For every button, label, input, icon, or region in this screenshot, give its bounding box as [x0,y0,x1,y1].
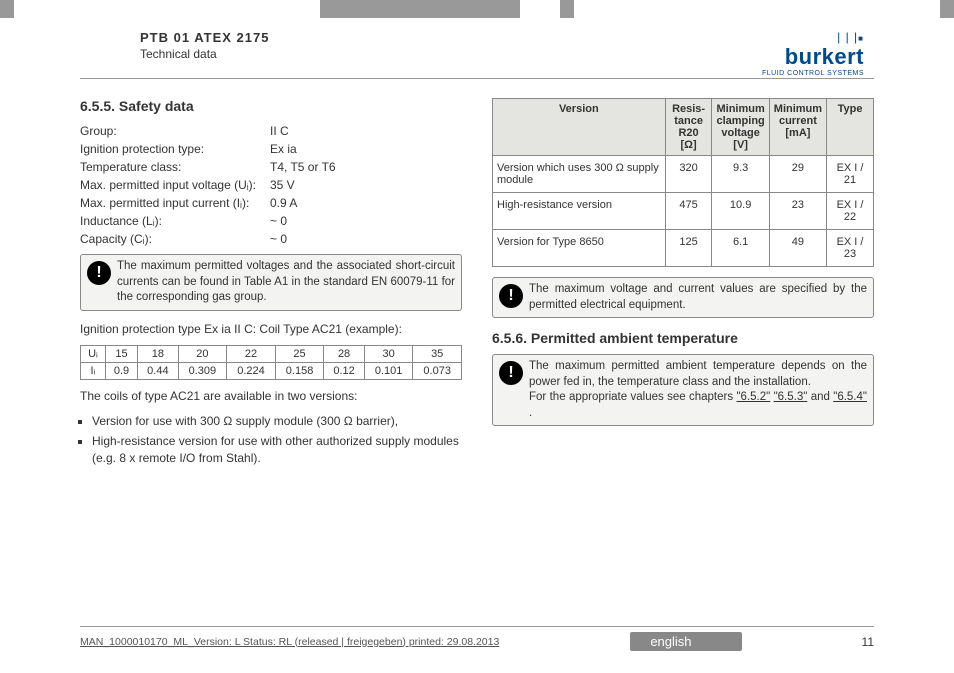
table-cell: 125 [665,230,712,267]
page-footer: MAN_1000010170_ML_Version: L Status: RL … [80,632,874,651]
table-cell: 320 [665,156,712,193]
doc-subtitle: Technical data [140,47,269,61]
header-rule [80,78,874,79]
spec-value: Ex ia [270,140,297,158]
table-cell: 0.309 [178,363,227,380]
spec-label: Inductance (Lᵢ): [80,212,270,230]
left-column: 6.5.5. Safety data Group:II CIgnition pr… [80,98,462,613]
table-cell: High-resistance version [493,193,666,230]
list-item: Version for use with 300 Ω supply module… [92,413,462,429]
note-box-1: ! The maximum permitted voltages and the… [80,254,462,311]
spec-value: 35 V [270,176,295,194]
spec-row: Max. permitted input current (Iᵢ):0.9 A [80,194,462,212]
table-cell: 6.1 [712,230,769,267]
table-header: Minimumclampingvoltage[V] [712,99,769,156]
table-cell: 20 [178,346,227,363]
table-cell: 35 [413,346,462,363]
table-row-label: Uᵢ [81,346,106,363]
table-row: High-resistance version47510.923EX I / 2… [493,193,874,230]
section-heading-safety: 6.5.5. Safety data [80,98,462,114]
note-text-2: The maximum voltage and current values a… [529,282,867,313]
spec-value: 0.9 A [270,194,297,212]
table-cell: 15 [105,346,137,363]
page-number: 11 [862,635,874,649]
chapter-link[interactable]: "6.5.3" [774,391,808,403]
warning-icon: ! [87,261,111,285]
note-text-3: The maximum permitted ambient temperatur… [529,359,867,421]
table-cell: 0.224 [227,363,276,380]
table-cell: 475 [665,193,712,230]
table-row: Version which uses 300 Ω supply module32… [493,156,874,193]
top-tab-bars [0,0,954,18]
table-cell: 25 [275,346,324,363]
spec-value: ~ 0 [270,212,287,230]
table-cell: Version which uses 300 Ω supply module [493,156,666,193]
spec-value: T4, T5 or T6 [270,158,336,176]
table-cell: 10.9 [712,193,769,230]
table-cell: 0.9 [105,363,137,380]
section-heading-ambient: 6.5.6. Permitted ambient temperature [492,330,874,346]
spec-label: Group: [80,122,270,140]
spec-label: Capacity (Cᵢ): [80,230,270,248]
table-cell: 9.3 [712,156,769,193]
table-cell: 30 [364,346,413,363]
coil-table: Uᵢ1518202225283035Iᵢ0.90.440.3090.2240.1… [80,345,462,380]
table-cell: 0.44 [138,363,178,380]
table-cell: 23 [769,193,826,230]
brand-logo: | | |■ burkert FLUID CONTROL SYSTEMS [762,30,864,77]
note-box-3: ! The maximum permitted ambient temperat… [492,354,874,426]
spec-label: Max. permitted input current (Iᵢ): [80,194,270,212]
spec-label: Temperature class: [80,158,270,176]
note-text-1: The maximum permitted voltages and the a… [117,259,455,306]
language-pill: english [630,632,741,651]
spec-row: Ignition protection type:Ex ia [80,140,462,158]
spec-row: Inductance (Lᵢ):~ 0 [80,212,462,230]
table-row: Version for Type 86501256.149EX I / 23 [493,230,874,267]
versions-list: Version for use with 300 Ω supply module… [92,413,462,466]
spec-row: Capacity (Cᵢ):~ 0 [80,230,462,248]
list-item: High-resistance version for use with oth… [92,433,462,465]
table-cell: EX I / 23 [827,230,874,267]
table-cell: 0.101 [364,363,413,380]
table-cell: 0.12 [324,363,364,380]
spec-row: Group:II C [80,122,462,140]
spec-list: Group:II CIgnition protection type:Ex ia… [80,122,462,248]
table-cell: 0.158 [275,363,324,380]
spec-value: II C [270,122,289,140]
table-cell: 49 [769,230,826,267]
note-box-2: ! The maximum voltage and current values… [492,277,874,318]
doc-title: PTB 01 ATEX 2175 [140,30,269,45]
ignition-para: Ignition protection type Ex ia II C: Coi… [80,321,462,338]
content-area: 6.5.5. Safety data Group:II CIgnition pr… [80,98,874,613]
spec-row: Temperature class:T4, T5 or T6 [80,158,462,176]
warning-icon: ! [499,361,523,385]
table-cell: 22 [227,346,276,363]
footer-meta: MAN_1000010170_ML_Version: L Status: RL … [80,636,499,648]
right-column: VersionResis-tanceR20 [Ω]Minimumclamping… [492,98,874,613]
table-header: Minimumcurrent[mA] [769,99,826,156]
table-cell: 29 [769,156,826,193]
spec-row: Max. permitted input voltage (Uᵢ):35 V [80,176,462,194]
spec-label: Max. permitted input voltage (Uᵢ): [80,176,270,194]
versions-intro: The coils of type AC21 are available in … [80,388,462,405]
chapter-link[interactable]: "6.5.2" [736,391,770,403]
table-cell: 28 [324,346,364,363]
table-row-label: Iᵢ [81,363,106,380]
footer-rule [80,626,874,627]
table-cell: EX I / 22 [827,193,874,230]
table-cell: 18 [138,346,178,363]
page-header: PTB 01 ATEX 2175 Technical data | | |■ b… [140,30,864,77]
spec-value: ~ 0 [270,230,287,248]
table-header: Type [827,99,874,156]
chapter-link[interactable]: "6.5.4" [833,391,867,403]
warning-icon: ! [499,284,523,308]
versions-table: VersionResis-tanceR20 [Ω]Minimumclamping… [492,98,874,267]
table-cell: EX I / 21 [827,156,874,193]
spec-label: Ignition protection type: [80,140,270,158]
table-cell: 0.073 [413,363,462,380]
table-cell: Version for Type 8650 [493,230,666,267]
table-header: Resis-tanceR20 [Ω] [665,99,712,156]
table-header: Version [493,99,666,156]
